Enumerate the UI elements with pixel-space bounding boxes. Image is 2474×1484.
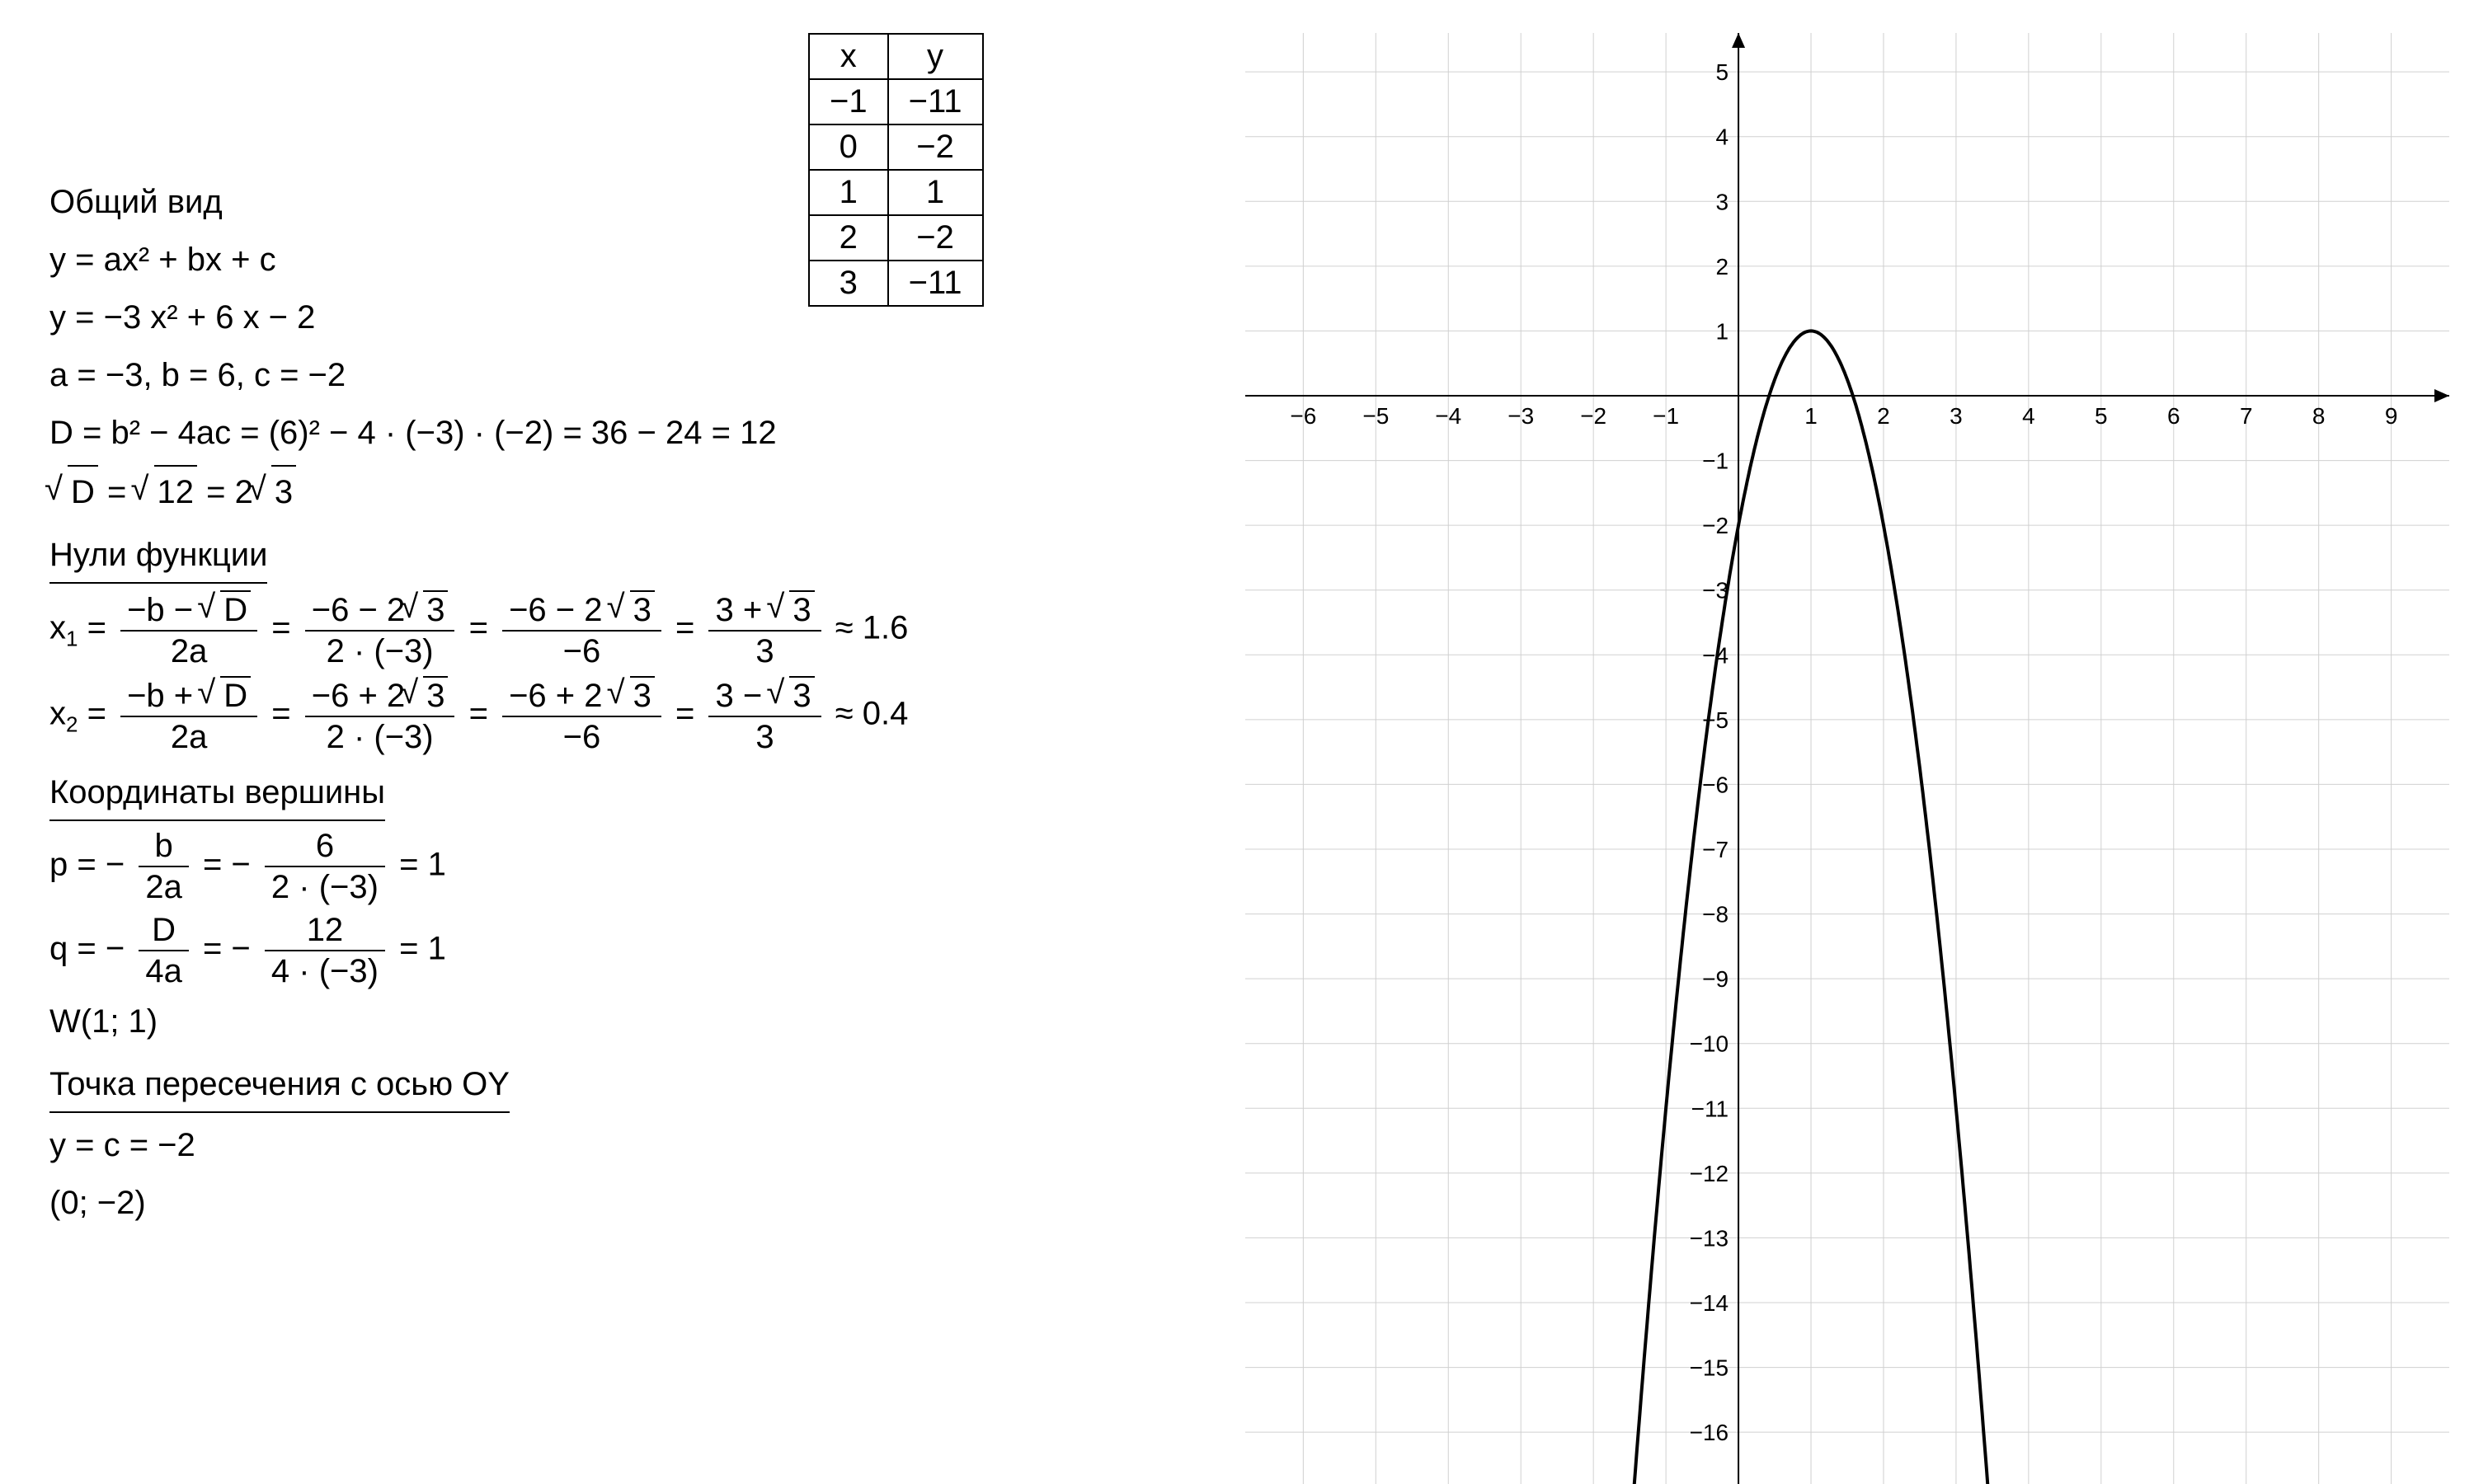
table-row: 3−11	[809, 261, 983, 306]
table-row: 2−2	[809, 215, 983, 261]
eq-discriminant: D = b² − 4ac = (6)² − 4 · (−3) · (−2) = …	[49, 407, 1245, 458]
svg-text:−14: −14	[1689, 1290, 1729, 1316]
svg-text:4: 4	[1715, 124, 1729, 150]
table-row: −1−11	[809, 79, 983, 124]
svg-text:7: 7	[2240, 403, 2253, 429]
svg-text:−2: −2	[1580, 403, 1606, 429]
svg-text:−6: −6	[1702, 772, 1729, 797]
y-intercept-point: (0; −2)	[49, 1177, 1245, 1228]
svg-text:−9: −9	[1702, 966, 1729, 992]
svg-text:3: 3	[1950, 403, 1963, 429]
svg-text:−2: −2	[1702, 513, 1729, 538]
svg-text:−10: −10	[1689, 1031, 1729, 1057]
svg-text:5: 5	[1715, 59, 1729, 85]
svg-text:−1: −1	[1702, 448, 1729, 474]
table-cell: −2	[888, 124, 983, 170]
svg-text:3: 3	[1715, 189, 1729, 214]
parabola-chart: −6−5−4−3−2−1123456789−16−15−14−13−12−11−…	[1245, 33, 2449, 1484]
svg-text:−12: −12	[1689, 1161, 1729, 1186]
table-cell: −2	[888, 215, 983, 261]
svg-text:6: 6	[2167, 403, 2180, 429]
table-cell: −11	[888, 79, 983, 124]
eq-y-intercept: y = c = −2	[49, 1120, 1245, 1171]
eq-p: p = − b2a = − 62 · (−3) = 1	[49, 828, 1245, 905]
svg-text:−8: −8	[1702, 902, 1729, 928]
math-panel: x y −1−110−2112−23−11 Общий вид y = ax² …	[49, 33, 1245, 1447]
svg-text:−4: −4	[1435, 403, 1461, 429]
table-cell: −11	[888, 261, 983, 306]
svg-text:2: 2	[1877, 403, 1890, 429]
svg-text:−6: −6	[1290, 403, 1316, 429]
svg-text:−5: −5	[1362, 403, 1389, 429]
heading-general-form: Общий вид	[49, 176, 1245, 228]
eq-x1: x1 = −b − D2a = −6 − 232 · (−3) = −6 − 2…	[49, 590, 1245, 669]
svg-text:−7: −7	[1702, 837, 1729, 862]
svg-text:−16: −16	[1689, 1420, 1729, 1445]
table-header-x: x	[809, 34, 888, 79]
vertex-point: W(1; 1)	[49, 996, 1245, 1047]
svg-text:−3: −3	[1507, 403, 1534, 429]
eq-coeffs: a = −3, b = 6, c = −2	[49, 350, 1245, 401]
svg-text:−11: −11	[1691, 1096, 1728, 1121]
table-header-y: y	[888, 34, 983, 79]
table-row: 11	[809, 170, 983, 215]
svg-text:2: 2	[1715, 254, 1729, 279]
eq-q: q = − D4a = − 124 · (−3) = 1	[49, 912, 1245, 989]
svg-text:−13: −13	[1689, 1225, 1729, 1251]
svg-text:8: 8	[2312, 403, 2326, 429]
eq-x2: x2 = −b + D2a = −6 + 232 · (−3) = −6 + 2…	[49, 676, 1245, 755]
table-cell: 1	[809, 170, 888, 215]
eq-sqrt-d: D = 12 = 23	[49, 465, 1245, 518]
value-table: x y −1−110−2112−23−11	[808, 33, 984, 307]
eq-specific: y = −3 x² + 6 x − 2	[49, 292, 1245, 343]
table-row: 0−2	[809, 124, 983, 170]
table-cell: 2	[809, 215, 888, 261]
svg-text:5: 5	[2095, 403, 2108, 429]
svg-text:1: 1	[1804, 403, 1818, 429]
heading-vertex: Координаты вершины	[49, 767, 385, 821]
table-cell: −1	[809, 79, 888, 124]
chart-panel: −6−5−4−3−2−1123456789−16−15−14−13−12−11−…	[1245, 33, 2425, 1447]
svg-text:9: 9	[2385, 403, 2398, 429]
table-cell: 1	[888, 170, 983, 215]
svg-text:1: 1	[1715, 318, 1729, 344]
svg-text:−15: −15	[1689, 1355, 1729, 1381]
heading-y-intercept: Точка пересечения с осью OY	[49, 1059, 510, 1113]
svg-text:4: 4	[2022, 403, 2035, 429]
eq-general: y = ax² + bx + c	[49, 234, 1245, 285]
table-cell: 0	[809, 124, 888, 170]
svg-text:−1: −1	[1653, 403, 1679, 429]
heading-zeros: Нули функции	[49, 529, 267, 584]
table-cell: 3	[809, 261, 888, 306]
